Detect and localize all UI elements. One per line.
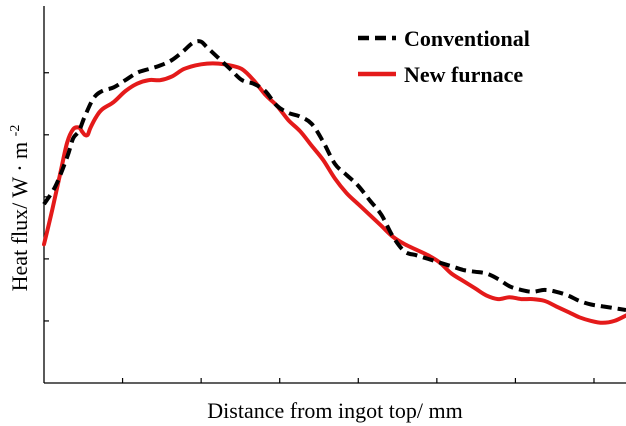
y-axis-title-unit: m: [7, 142, 32, 159]
series-layer: [42, 39, 626, 325]
y-axis-title-text: Heat flux/ W: [7, 177, 32, 292]
legend-label-conventional: Conventional: [404, 26, 530, 51]
series-line-new-furnace: [42, 61, 626, 325]
y-axis-title: Heat flux/ W · m -2: [7, 125, 32, 292]
series-line-conventional: [42, 39, 626, 312]
x-tick-group: [121, 378, 595, 383]
plot-area: [42, 6, 626, 384]
legend-label-new-furnace: New furnace: [404, 62, 523, 87]
legend: Conventional New furnace: [358, 26, 530, 87]
y-axis-title-dot: ·: [7, 159, 32, 172]
x-axis-title: Distance from ingot top/ mm: [207, 398, 462, 423]
y-axis-title-exponent: -2: [8, 125, 23, 137]
